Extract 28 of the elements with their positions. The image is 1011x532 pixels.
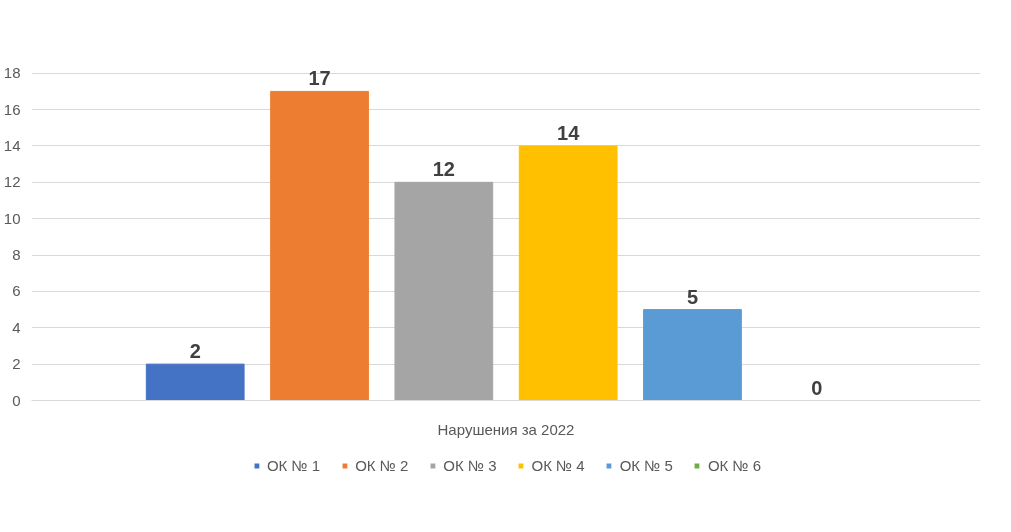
y-tick-label: 6	[12, 282, 21, 300]
x-tick-label: Нарушения за 2022	[437, 420, 575, 438]
data-label: 5	[686, 285, 699, 308]
legend-label: ОК № 2	[355, 456, 409, 474]
y-tick-label: 8	[12, 246, 21, 264]
y-tick-label: 10	[3, 209, 21, 227]
legend-label: ОК № 6	[707, 456, 762, 474]
y-tick-label: 14	[3, 136, 21, 154]
legend-label: ОК № 4	[531, 456, 585, 474]
bar	[394, 181, 494, 401]
y-tick-label: 16	[3, 100, 21, 118]
bar	[643, 309, 742, 401]
data-label: 17	[308, 67, 331, 90]
y-tick-label: 2	[12, 355, 21, 373]
y-tick-label: 12	[3, 173, 21, 191]
bar	[518, 145, 618, 401]
data-label: 14	[557, 121, 581, 144]
legend-label: ОК № 1	[266, 456, 321, 474]
data-label: 2	[189, 340, 201, 363]
y-tick-label: 18	[3, 64, 21, 82]
y-tick-label: 4	[12, 318, 21, 336]
data-label: 0	[811, 376, 823, 399]
y-tick-label: 0	[12, 391, 21, 409]
legend-label: ОК № 5	[619, 456, 673, 474]
legend-label: ОК № 3	[443, 456, 497, 474]
bar	[145, 363, 245, 401]
bar	[270, 90, 369, 401]
data-label: 12	[432, 158, 455, 181]
